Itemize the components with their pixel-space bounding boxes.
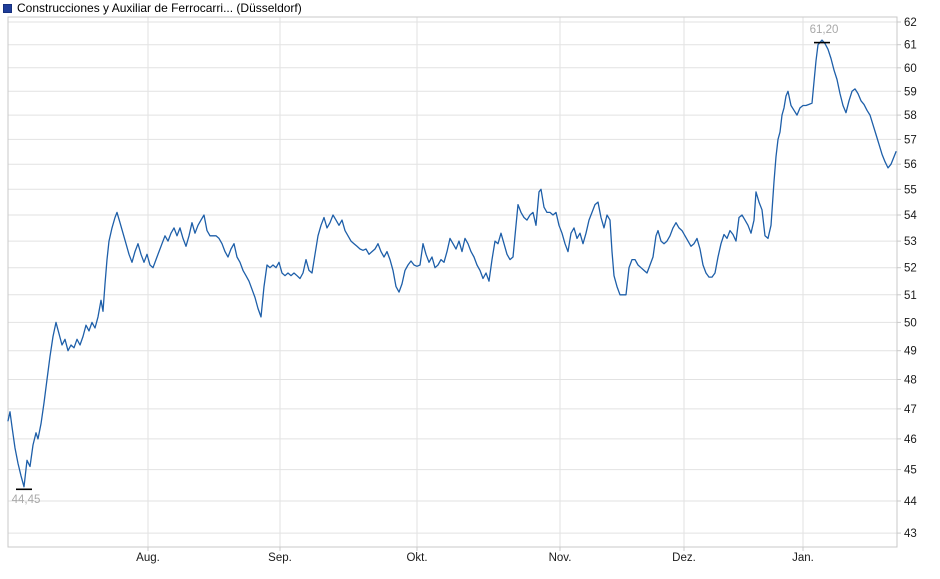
high-price-label: 61,20 (810, 24, 839, 36)
y-axis-tick-label: 48 (904, 375, 917, 387)
grid-lines (8, 17, 901, 551)
y-axis-tick-label: 60 (904, 63, 917, 75)
y-axis-tick-label: 47 (904, 404, 917, 416)
y-axis-tick-label: 49 (904, 346, 917, 358)
y-axis-tick-label: 62 (904, 17, 917, 29)
plot-border (7, 16, 898, 548)
y-axis-tick-label: 61 (904, 40, 917, 52)
y-axis-tick-label: 56 (904, 159, 917, 171)
y-axis-tick-label: 58 (904, 110, 917, 122)
y-axis-tick-label: 57 (904, 134, 917, 146)
extreme-annotations: 61,20 44,45 (12, 24, 839, 506)
chart-header: Construcciones y Auxiliar de Ferrocarri.… (0, 0, 940, 16)
y-axis-tick-label: 46 (904, 434, 917, 446)
y-axis-tick-label: 44 (904, 496, 917, 508)
price-line (7, 39, 897, 488)
x-axis-month-label: Okt. (406, 552, 427, 564)
x-axis-month-label: Aug. (136, 552, 160, 564)
y-axis-labels: 62 61 60 59 58 57 56 55 54 53 52 51 50 49 48 47 46 45 44 43 (904, 17, 917, 540)
x-axis-labels: Aug. Sep. Okt. Nov. Dez. Jan. (136, 552, 814, 564)
y-axis-tick-label: 54 (904, 210, 917, 222)
chart-title: Construcciones y Auxiliar de Ferrocarri.… (17, 1, 302, 15)
y-axis-tick-label: 50 (904, 317, 917, 329)
x-axis-month-label: Dez. (672, 552, 696, 564)
low-price-label: 44,45 (12, 494, 41, 506)
y-axis-tick-label: 55 (904, 184, 917, 196)
y-axis-tick-label: 52 (904, 263, 917, 275)
y-axis-tick-label: 53 (904, 236, 917, 248)
legend-square-icon (3, 4, 12, 13)
y-axis-tick-label: 43 (904, 528, 917, 540)
x-axis-month-label: Sep. (268, 552, 292, 564)
x-axis-month-label: Nov. (549, 552, 572, 564)
x-axis-month-label: Jan. (792, 552, 814, 564)
y-axis-tick-label: 59 (904, 86, 917, 98)
y-axis-tick-label: 45 (904, 465, 917, 477)
y-axis-tick-label: 51 (904, 290, 917, 302)
